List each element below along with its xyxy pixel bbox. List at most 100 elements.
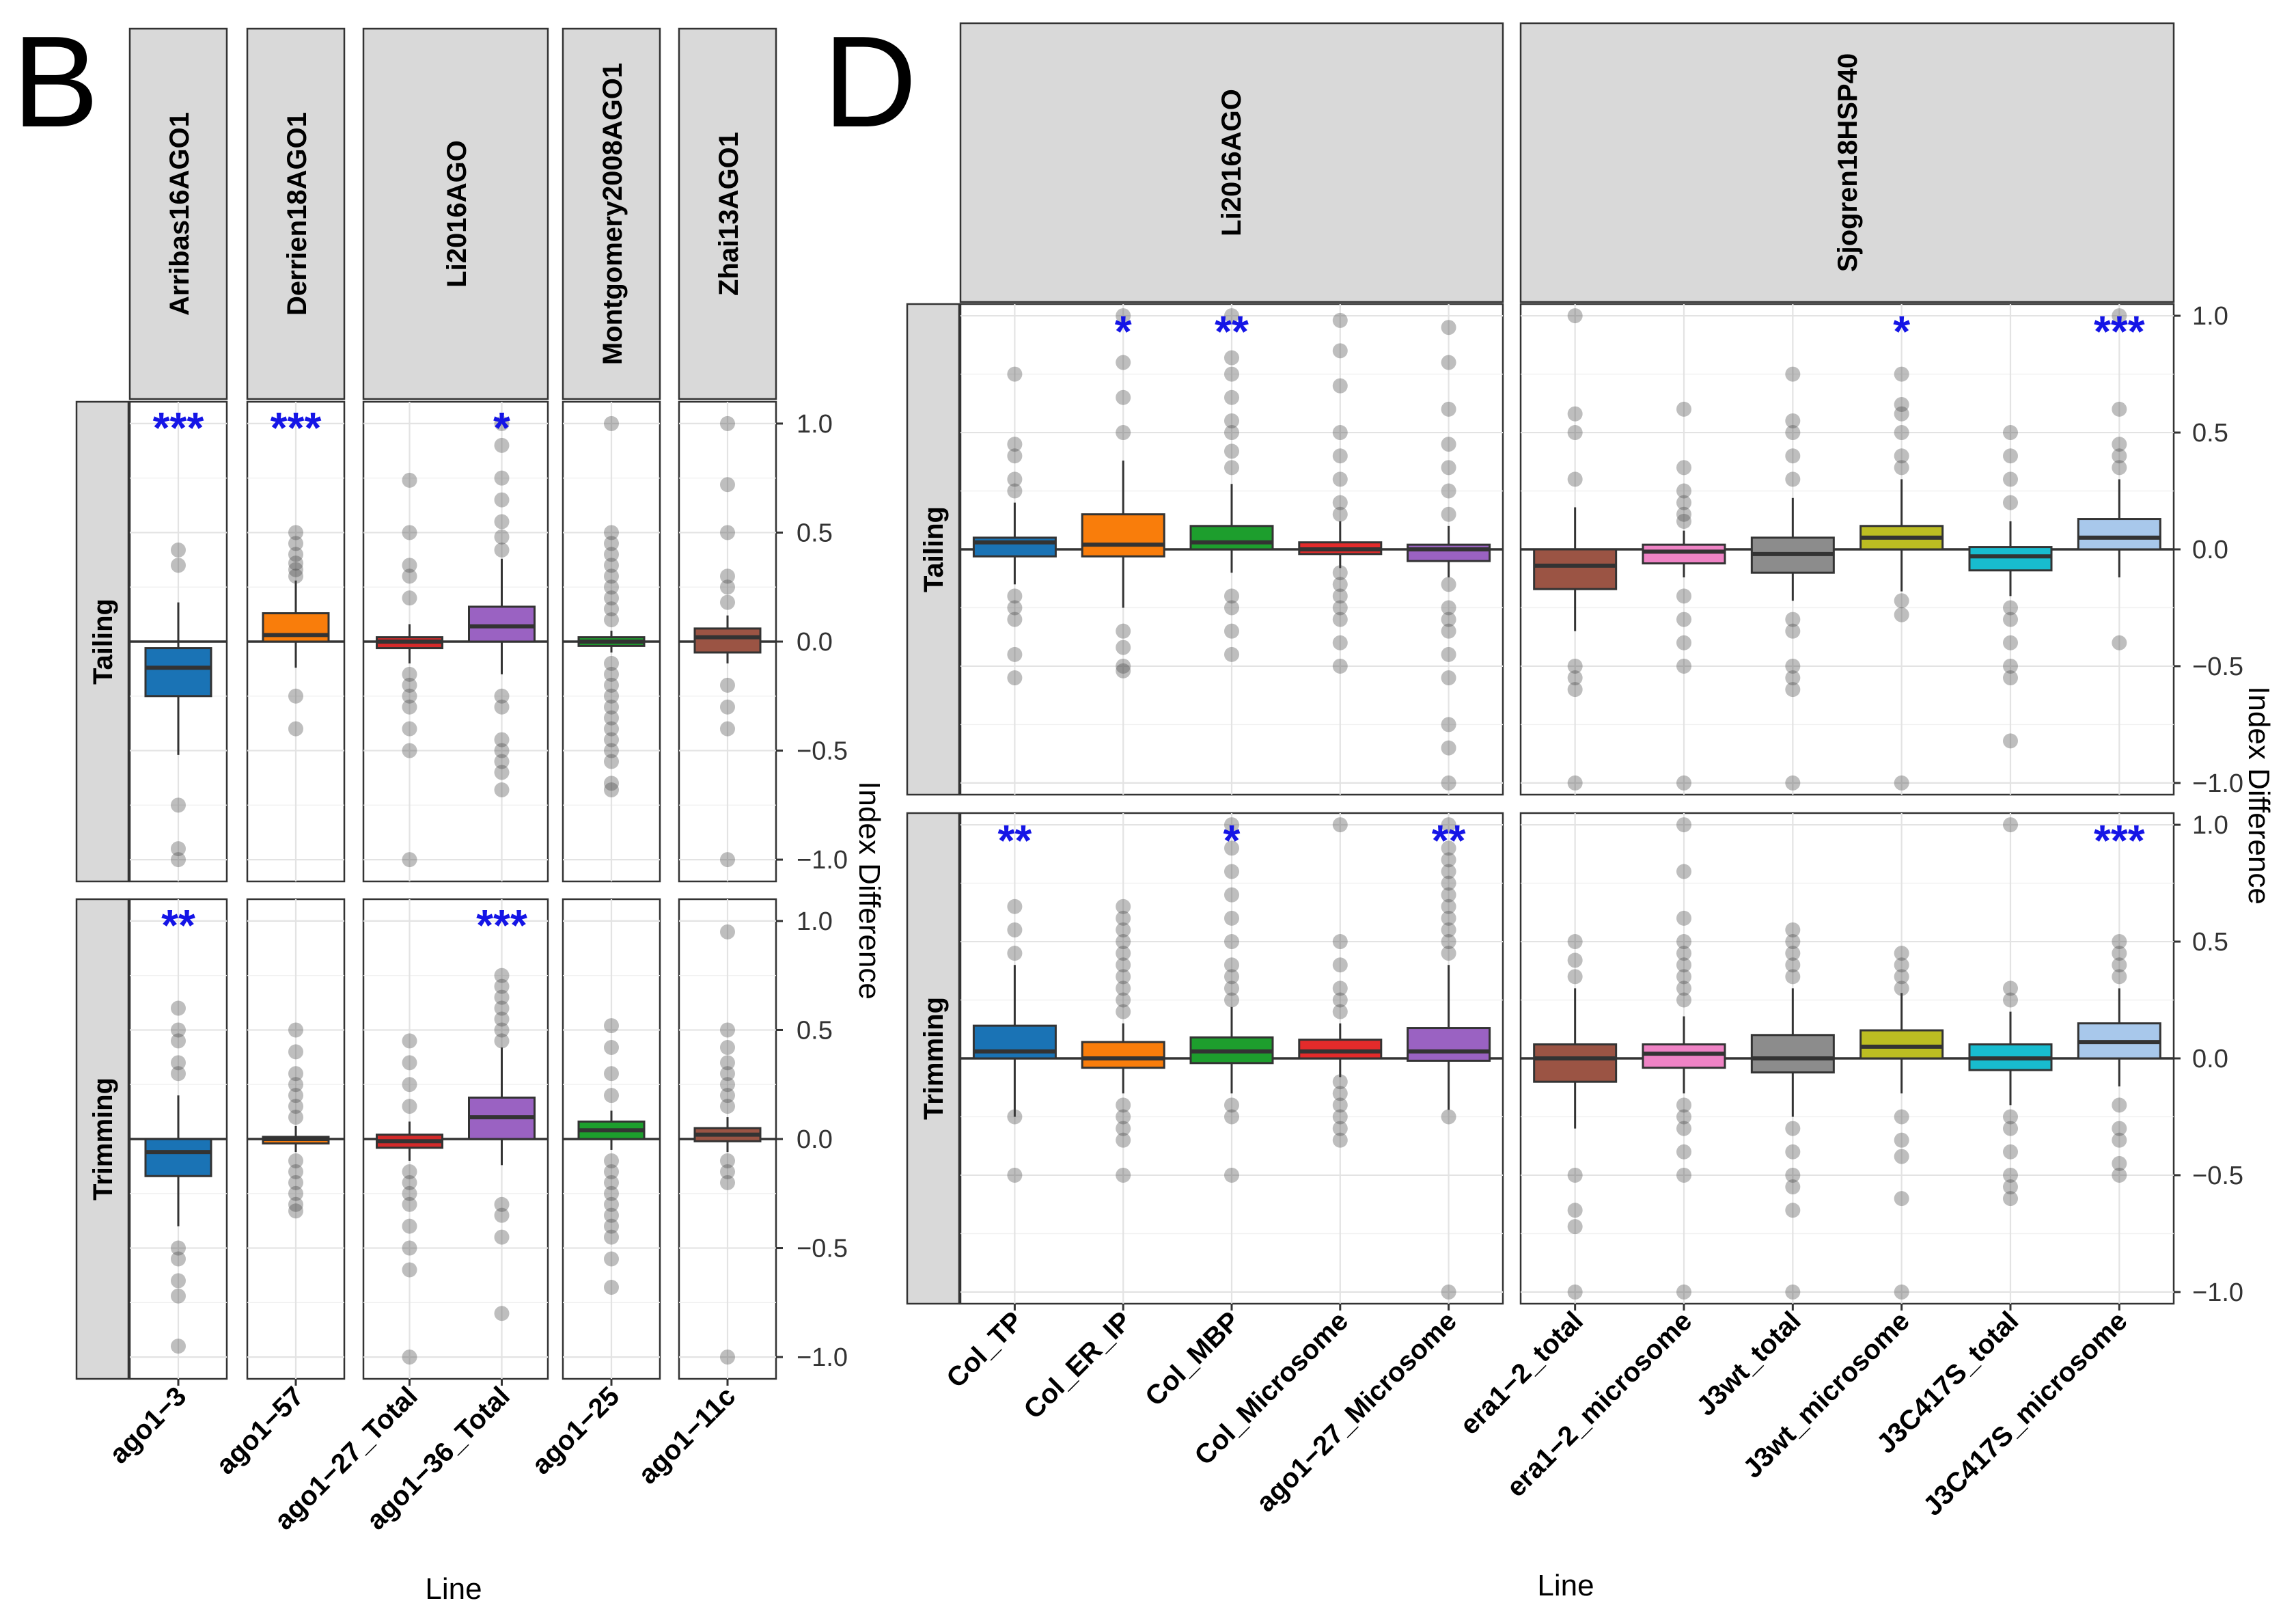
box-j3wt-total xyxy=(1750,922,1835,1311)
outlier-point xyxy=(402,699,417,715)
outlier-point xyxy=(402,1033,417,1049)
outlier-point xyxy=(604,1229,619,1245)
box-body xyxy=(1081,513,1165,558)
outlier-point xyxy=(402,1218,417,1234)
outlier-point xyxy=(1441,646,1456,662)
outlier-point xyxy=(1224,1097,1239,1113)
strip-b-arribas16ago1 xyxy=(128,27,228,400)
outlier-point xyxy=(1894,1149,1909,1164)
panel-b-y-tick-label: 0.5 xyxy=(797,519,833,547)
outlier-point xyxy=(402,472,417,488)
outlier-point xyxy=(1441,483,1456,499)
outlier-point xyxy=(604,1153,619,1168)
outlier-point xyxy=(2112,460,2127,476)
box-body xyxy=(1642,543,1726,565)
outlier-point xyxy=(1567,1219,1583,1235)
outlier-point xyxy=(1224,840,1239,856)
outlier-point xyxy=(1785,934,1801,950)
outlier-point xyxy=(1332,992,1348,1008)
outlier-point xyxy=(1785,682,1801,698)
outlier-point xyxy=(1332,612,1348,627)
box-ago1-3: *** xyxy=(144,403,212,868)
outlier-point xyxy=(1676,1284,1691,1300)
outlier-point xyxy=(1224,443,1239,459)
outlier-point xyxy=(171,542,186,558)
outlier-point xyxy=(171,1066,186,1082)
significance-stars: * xyxy=(1223,816,1241,865)
outlier-point xyxy=(720,1039,735,1055)
outlier-point xyxy=(1894,448,1909,464)
outlier-point xyxy=(494,1033,510,1049)
outlier-point xyxy=(2112,1097,2127,1113)
outlier-point xyxy=(494,1000,510,1016)
outlier-point xyxy=(1224,366,1239,382)
significance-stars: *** xyxy=(2094,307,2145,356)
box-body xyxy=(1859,1029,1944,1060)
box-ago1-36-total: *** xyxy=(468,901,536,1386)
significance-stars: * xyxy=(1115,307,1132,356)
outlier-point xyxy=(1007,588,1023,604)
box-col-er-ip: * xyxy=(1081,307,1165,678)
box-body xyxy=(972,1024,1057,1060)
outlier-point xyxy=(1441,817,1456,833)
outlier-point xyxy=(1567,952,1583,968)
outlier-point xyxy=(1332,343,1348,359)
significance-stars: ** xyxy=(161,901,195,950)
outlier-point xyxy=(1676,1109,1691,1125)
outlier-point xyxy=(604,655,619,671)
strip-b-tailing xyxy=(75,400,130,883)
box-body xyxy=(1533,548,1618,590)
panel-d-facet-sjogren18hsp40-trimming: era1−2_totalera1−2_microsomeJ3wt_totalJ3… xyxy=(1454,812,2175,1522)
outlier-point xyxy=(604,1207,619,1223)
outlier-point xyxy=(288,556,303,571)
box-col-tp: ** xyxy=(972,816,1057,1311)
outlier-point xyxy=(1332,588,1348,604)
outlier-point xyxy=(2003,612,2018,627)
panel-d-facet-li2016ago-tailing: * ** xyxy=(959,303,1504,796)
outlier-point xyxy=(1441,875,1456,891)
outlier-point xyxy=(1785,775,1801,791)
significance-stars: * xyxy=(1893,307,1910,356)
x-tick-label: Col_ER_IP xyxy=(1018,1306,1137,1425)
panel-d: D Li2016AGO Sjogren18HSP40 Tailing Trimm… xyxy=(823,10,2276,1602)
panel-b-xlabel: Line xyxy=(425,1572,482,1606)
outlier-point xyxy=(1441,899,1456,914)
outlier-point xyxy=(1116,1121,1131,1136)
outlier-point xyxy=(1116,1097,1131,1113)
outlier-point xyxy=(1441,460,1456,476)
outlier-point xyxy=(1116,308,1131,324)
outlier-point xyxy=(1332,425,1348,441)
panel-b-y-tick-label: −1.0 xyxy=(797,846,848,875)
outlier-point xyxy=(402,1055,417,1071)
outlier-point xyxy=(1332,1109,1348,1125)
box-col-mbp: ** xyxy=(1189,307,1274,662)
panel-b: B Arribas16AGO1 Derrien18AGO1 Li2016AGO … xyxy=(12,10,886,1606)
outlier-point xyxy=(604,754,619,769)
strip-b-montgomery2008ago1-label: Montgomery2008AGO1 xyxy=(598,63,628,365)
outlier-point xyxy=(1224,1167,1239,1183)
panel-d-facet-sjogren18hsp40-tailing: * *** xyxy=(1519,303,2175,796)
outlier-point xyxy=(288,721,303,737)
outlier-point xyxy=(1224,981,1239,996)
box-ago1-3: ** xyxy=(144,901,212,1386)
panel-d-plots: * ** * ***−1.0−0.50.00.51.0**Col_TPCol_ER_I… xyxy=(941,302,2243,1522)
box-body xyxy=(1533,1043,1618,1083)
outlier-point xyxy=(1785,946,1801,961)
outlier-point xyxy=(1007,612,1023,627)
outlier-point xyxy=(720,699,735,715)
outlier-point xyxy=(1894,406,1909,422)
box-col-mbp: * xyxy=(1189,816,1274,1311)
outlier-point xyxy=(494,529,510,545)
outlier-point xyxy=(604,1018,619,1034)
outlier-point xyxy=(1116,992,1131,1008)
outlier-point xyxy=(1116,934,1131,950)
outlier-point xyxy=(604,1164,619,1179)
box-body xyxy=(144,647,212,698)
outlier-point xyxy=(1007,600,1023,616)
outlier-point xyxy=(1785,658,1801,674)
outlier-point xyxy=(720,1349,735,1365)
strip-b-tailing-label: Tailing xyxy=(88,599,118,685)
box-j3c417s-microsome: *** xyxy=(2077,307,2161,650)
outlier-point xyxy=(1332,471,1348,487)
outlier-point xyxy=(1007,1109,1023,1125)
